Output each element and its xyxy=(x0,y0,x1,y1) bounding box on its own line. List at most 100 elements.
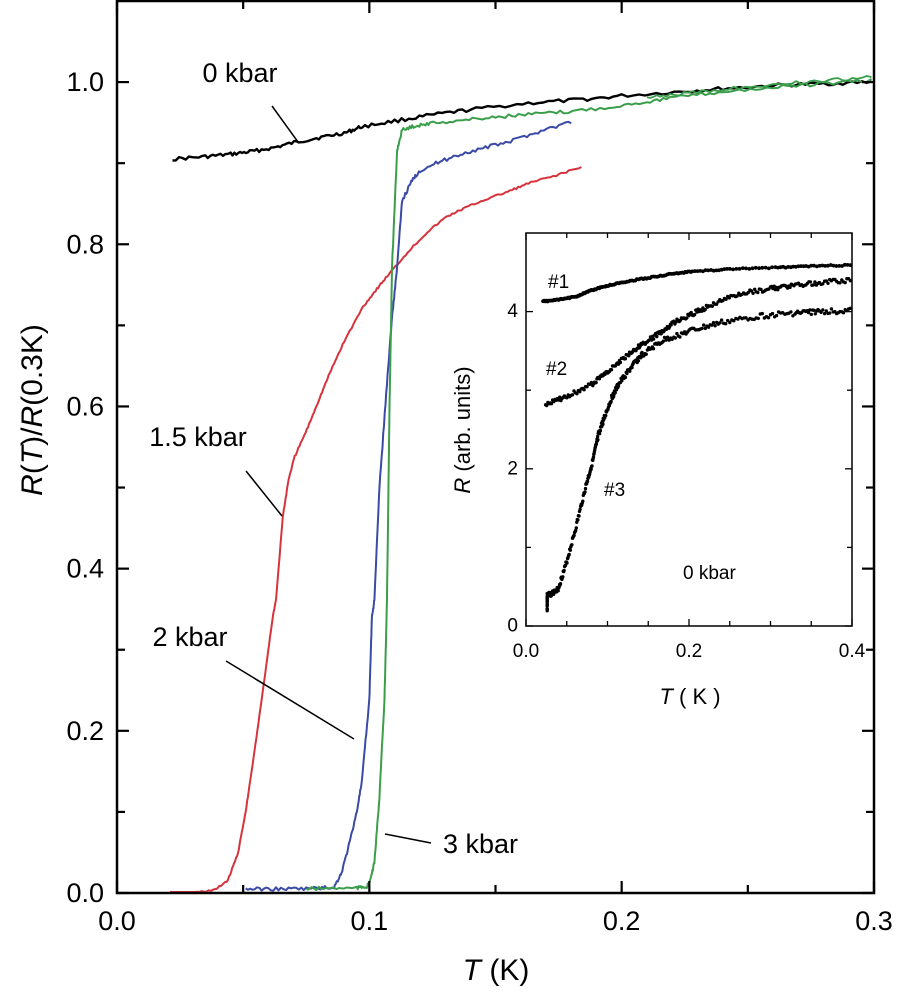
inset-point xyxy=(616,384,621,388)
inset-point xyxy=(673,336,677,340)
inset-point xyxy=(561,575,565,579)
inset-point xyxy=(598,428,603,433)
inset-point xyxy=(724,322,728,326)
inset-point xyxy=(582,388,586,392)
inset-point xyxy=(842,262,847,267)
inset-point xyxy=(604,413,608,418)
inset-point xyxy=(760,265,765,270)
series-line-2-kbar xyxy=(245,120,572,892)
inset-point xyxy=(823,264,828,268)
inset-point xyxy=(623,375,628,380)
inset-point xyxy=(597,431,602,436)
inset-point xyxy=(838,281,842,285)
inset-point xyxy=(655,334,659,339)
inset-point xyxy=(829,307,834,311)
inset-point xyxy=(636,359,641,363)
main-y-tick-label: 0.8 xyxy=(66,229,104,259)
annotation-0kbar: 0 kbar xyxy=(202,58,299,143)
inset-point xyxy=(831,263,836,268)
inset-point xyxy=(735,294,739,298)
inset-point xyxy=(808,308,812,312)
inset-point xyxy=(719,318,724,322)
inset-point xyxy=(609,399,613,404)
inset-point xyxy=(770,311,775,316)
inset-point xyxy=(724,297,728,301)
inset-point xyxy=(753,287,757,291)
inset-point xyxy=(572,533,576,538)
inset-annotation-2: #2 xyxy=(546,359,567,380)
series-line-3-kbar-secondary xyxy=(646,75,872,99)
main-x-tick-label: 0.2 xyxy=(603,906,641,936)
main-x-tick-label: 0.0 xyxy=(98,906,136,936)
annotation-2kbar: 2 kbar xyxy=(152,622,355,740)
series-line-1.5-kbar xyxy=(170,166,582,893)
inset-point xyxy=(813,312,817,316)
main-x-tick-label: 0.1 xyxy=(351,906,389,936)
inset-point xyxy=(613,391,617,395)
inset-point xyxy=(834,264,839,268)
inset-point xyxy=(813,280,817,284)
inset-point xyxy=(640,350,644,355)
inset-point xyxy=(756,290,760,295)
inset-point xyxy=(753,265,758,270)
inset-point xyxy=(806,310,811,315)
inset-point xyxy=(585,385,589,389)
inset-point xyxy=(675,331,679,336)
inset-annotation-1: #1 xyxy=(548,272,569,293)
main-y-tick-label: 1.0 xyxy=(66,67,104,97)
inset-point xyxy=(728,320,732,325)
inset-point xyxy=(558,582,563,586)
inset-point xyxy=(574,528,578,533)
inset-point xyxy=(664,338,668,342)
inset-point xyxy=(591,455,596,459)
inset-annotation-0kbar: 0 kbar xyxy=(683,563,736,584)
inset-x-tick-label: 0.4 xyxy=(839,641,866,662)
main-x-axis-label: T (K) xyxy=(463,954,530,987)
inset-point xyxy=(734,267,739,271)
inset-point xyxy=(747,267,752,271)
inset-point xyxy=(744,316,748,320)
inset-point xyxy=(556,589,560,593)
inset-point xyxy=(583,490,587,494)
inset-point xyxy=(577,514,581,518)
inset-point xyxy=(644,352,648,356)
inset-point xyxy=(568,548,572,552)
inset-point xyxy=(578,507,582,512)
series-line-0-kbar xyxy=(172,80,872,162)
inset-annotation-3: #3 xyxy=(604,480,625,501)
inset-series-3 xyxy=(545,306,853,613)
inset-point xyxy=(661,339,665,343)
main-y-tick-label: 0.4 xyxy=(66,554,104,584)
inset-point xyxy=(718,321,722,325)
inset-series-1 xyxy=(541,262,853,304)
inset-point xyxy=(576,518,580,522)
inset-point xyxy=(565,396,569,400)
annotation-1.5kbar-label: 1.5 kbar xyxy=(149,422,247,452)
main-y-axis-label: R(T)/R(0.3K) xyxy=(16,324,49,496)
annotation-1.5kbar-leader xyxy=(245,470,283,517)
inset-point xyxy=(628,369,632,373)
main-y-tick-label: 0.0 xyxy=(66,878,104,908)
inset-point xyxy=(623,357,628,361)
main-plot-frame xyxy=(115,0,876,895)
inset-point xyxy=(714,302,719,306)
inset-point xyxy=(703,307,707,312)
inset-series-group xyxy=(541,262,853,613)
inset-point xyxy=(583,486,588,491)
main-y-tick-label: 0.2 xyxy=(66,716,104,746)
inset-point xyxy=(662,335,667,340)
inset-y-tick-label: 0 xyxy=(507,616,518,637)
inset-point xyxy=(685,316,689,320)
annotation-3kbar-leader xyxy=(384,833,432,844)
inset-point xyxy=(809,263,814,268)
inset-point xyxy=(767,266,771,271)
inset-point xyxy=(824,309,828,313)
inset-point xyxy=(567,552,571,557)
inset-point xyxy=(732,319,736,323)
inset-point xyxy=(711,321,716,325)
inset-point xyxy=(630,365,634,370)
annotation-0kbar-label: 0 kbar xyxy=(202,58,277,88)
inset-point xyxy=(727,267,732,271)
annotation-2kbar-label: 2 kbar xyxy=(152,622,227,652)
inset-point xyxy=(744,266,748,271)
